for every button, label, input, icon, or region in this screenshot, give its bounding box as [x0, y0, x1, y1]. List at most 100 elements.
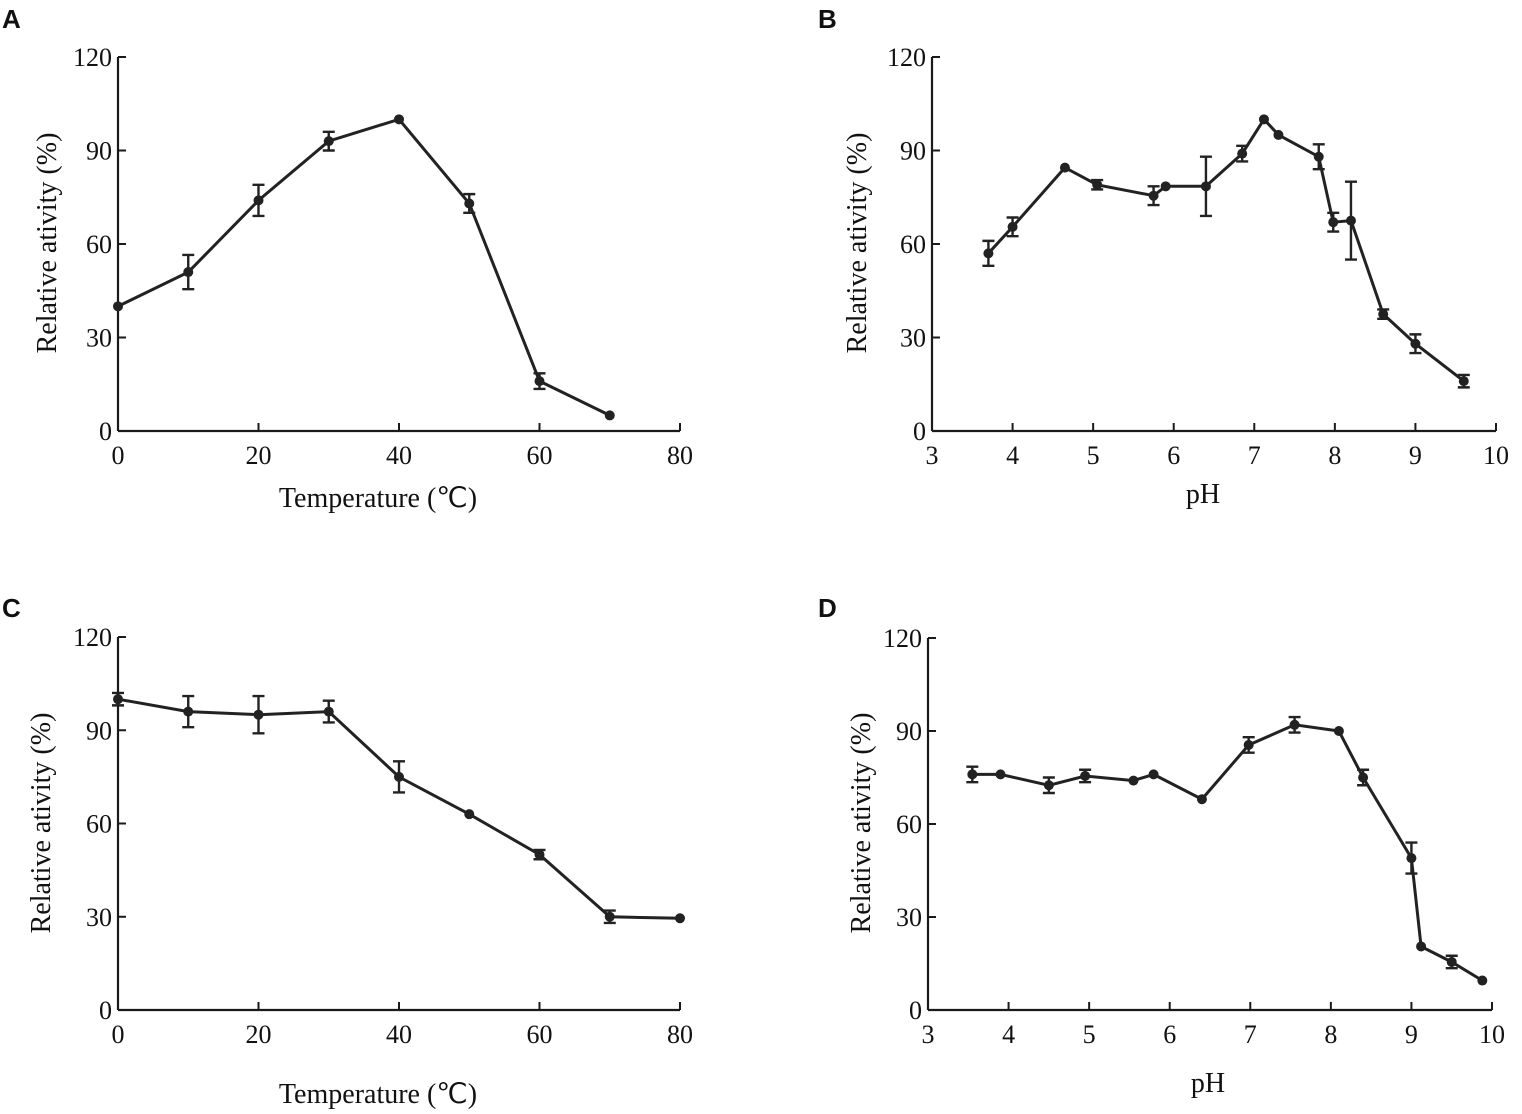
y-tick-label: 120	[73, 623, 112, 652]
x-tick-label: 8	[1328, 441, 1341, 470]
data-point	[983, 248, 994, 259]
x-axis-title: pH	[1186, 479, 1220, 510]
data-point	[534, 376, 545, 387]
x-axis-title: pH	[1191, 1068, 1225, 1099]
data-point	[323, 706, 334, 717]
y-tick-label: 0	[99, 996, 112, 1025]
panel-d: D Relative ativity (%) pH 0 30 60 90 120 3 4 5 6…	[818, 593, 1505, 1099]
data-point	[1200, 181, 1211, 192]
y-tick-label: 120	[887, 43, 926, 72]
data-point	[1148, 190, 1159, 201]
data-point	[323, 136, 334, 147]
y-tick-label: 120	[883, 624, 922, 653]
x-axis-title: Temperature (℃)	[279, 483, 477, 514]
data-point	[995, 769, 1006, 780]
data-point	[464, 809, 475, 820]
x-tick-label: 20	[246, 1020, 272, 1049]
y-tick-label: 30	[900, 324, 926, 353]
data-point	[1313, 151, 1324, 162]
data-point	[604, 911, 615, 922]
data-point	[1289, 719, 1300, 730]
x-tick-label: 3	[926, 441, 939, 470]
data-point	[1080, 770, 1091, 781]
x-tick-label: 4	[1002, 1020, 1015, 1049]
y-axis-title: Relative ativity (%)	[26, 713, 57, 934]
x-tick-label: 7	[1248, 441, 1261, 470]
series-line	[987, 116, 1465, 383]
y-tick-label: 120	[73, 43, 112, 72]
data-point	[1446, 956, 1457, 967]
data-point	[1345, 215, 1356, 226]
data-point	[183, 267, 194, 278]
x-tick-label: 4	[1006, 441, 1019, 470]
x-tick-label: 9	[1409, 441, 1422, 470]
data-point	[113, 301, 123, 312]
x-tick-label: 40	[386, 1020, 412, 1049]
y-axis-title: Relative ativity (%)	[846, 713, 877, 934]
data-point	[1273, 129, 1284, 140]
data-point	[1243, 739, 1254, 750]
y-tick-label: 60	[86, 810, 112, 839]
x-tick-label: 0	[112, 1020, 125, 1049]
series-line	[972, 723, 1484, 982]
plot-area-a: 0 30 60 90 120 0 20 40 60 80	[73, 43, 693, 470]
x-tick-label: 80	[667, 441, 693, 470]
y-tick-label: 90	[86, 716, 112, 745]
x-tick-label: 40	[386, 441, 412, 470]
x-tick-label: 5	[1087, 441, 1100, 470]
data-point	[534, 849, 545, 860]
x-tick-label: 10	[1479, 1020, 1505, 1049]
x-tick-label: 10	[1483, 441, 1509, 470]
data-point	[253, 709, 264, 720]
y-tick-label: 0	[909, 996, 922, 1025]
panel-letter-c: C	[2, 593, 21, 623]
data-point	[1237, 148, 1248, 159]
series-line	[117, 117, 611, 417]
data-point	[1416, 941, 1427, 952]
data-point	[1258, 114, 1269, 125]
data-point	[675, 913, 685, 924]
data-point	[394, 114, 404, 125]
x-tick-label: 9	[1405, 1020, 1418, 1049]
data-point	[1358, 772, 1369, 783]
data-point	[394, 771, 404, 782]
y-tick-label: 30	[896, 903, 922, 932]
data-point	[253, 195, 264, 206]
plot-area-d: 0 30 60 90 120 3 4 5 6 7 8 9 10	[883, 624, 1505, 1049]
data-point	[1148, 769, 1159, 780]
data-point	[1128, 775, 1139, 786]
x-tick-label: 0	[112, 441, 125, 470]
y-tick-label: 0	[99, 417, 112, 446]
y-tick-label: 60	[896, 810, 922, 839]
data-point	[113, 694, 123, 705]
y-tick-label: 60	[900, 230, 926, 259]
data-point	[604, 410, 615, 421]
x-tick-label: 6	[1163, 1020, 1176, 1049]
y-tick-label: 90	[86, 137, 112, 166]
x-tick-label: 8	[1324, 1020, 1337, 1049]
panel-letter-d: D	[818, 593, 837, 623]
x-tick-label: 7	[1244, 1020, 1257, 1049]
data-point	[1333, 726, 1344, 736]
series-line	[117, 697, 681, 920]
data-point	[1410, 338, 1421, 349]
data-point	[1458, 376, 1469, 387]
x-tick-label: 5	[1083, 1020, 1096, 1049]
data-point	[1328, 217, 1339, 228]
panel-c: C Relative ativity (%) Temperature (℃) 0…	[2, 593, 693, 1110]
data-point	[464, 198, 475, 209]
x-axis-title: Temperature (℃)	[279, 1079, 477, 1110]
data-point	[183, 706, 194, 717]
data-point	[1043, 780, 1054, 791]
data-point	[1059, 162, 1070, 173]
y-tick-label: 90	[896, 717, 922, 746]
y-tick-label: 60	[86, 230, 112, 259]
panel-b: B Relative ativity (%) pH 0 30 60 90 120 3 4 5 6…	[818, 4, 1509, 510]
plot-area-c: 0 30 60 90 120 0 20 40 60 80	[73, 623, 693, 1049]
panel-letter-a: A	[2, 4, 21, 34]
data-point	[1406, 853, 1417, 864]
x-tick-label: 6	[1167, 441, 1180, 470]
data-point	[1007, 221, 1018, 232]
data-point	[1092, 179, 1103, 190]
